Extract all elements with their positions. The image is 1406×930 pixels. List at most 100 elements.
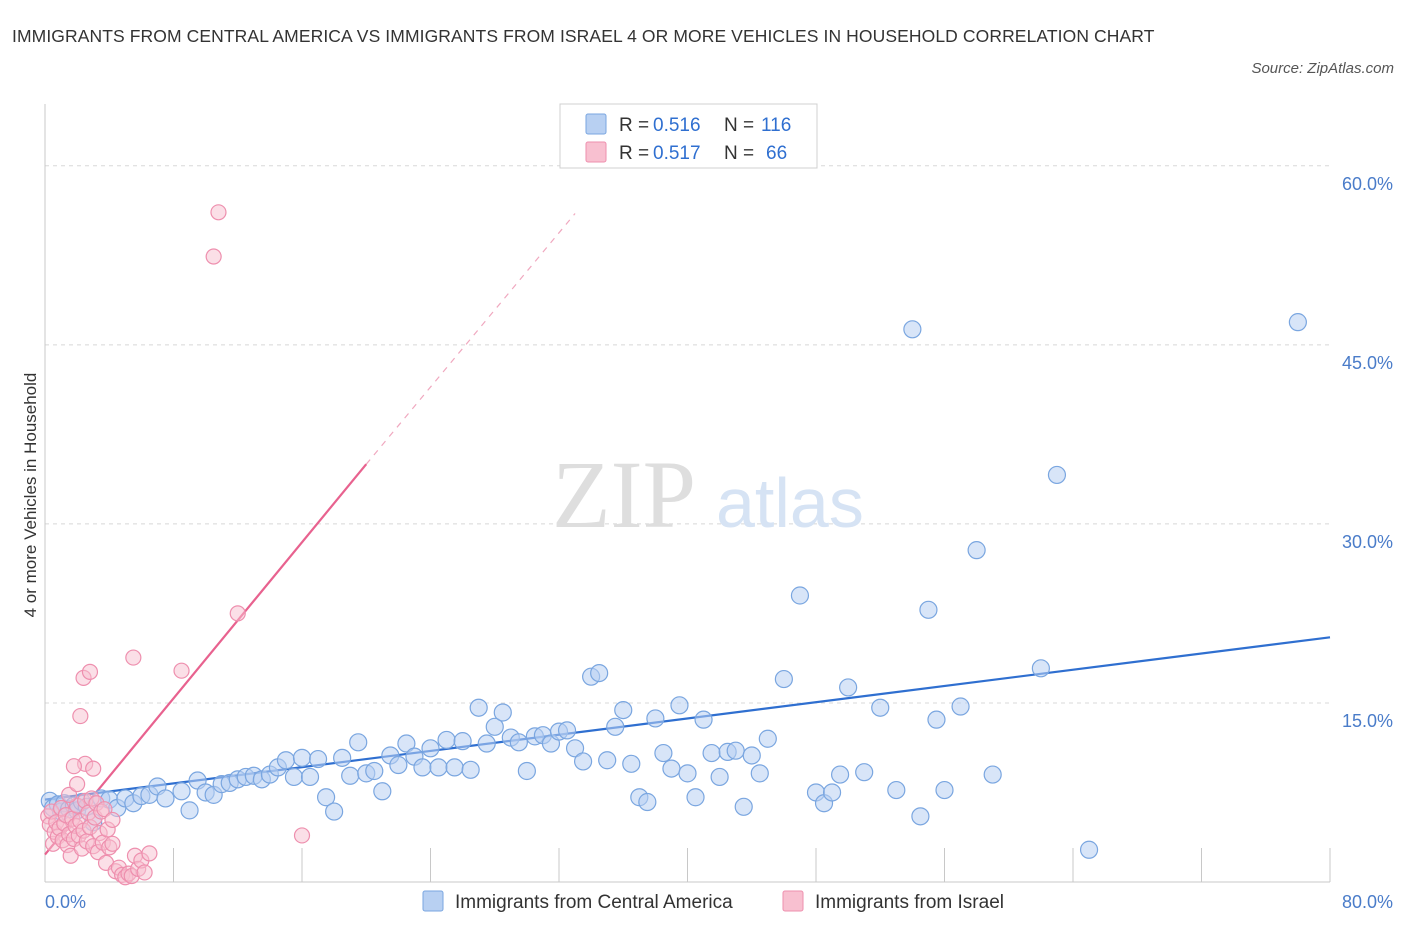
y-tick-label: 30.0%: [1342, 532, 1393, 552]
data-point-central-america: [855, 763, 874, 782]
bottom-legend-label-pink: Immigrants from Israel: [815, 892, 1004, 913]
legend-n-label-pink: N =: [724, 143, 754, 164]
data-point-central-america: [445, 758, 464, 777]
data-point-central-america: [702, 743, 721, 763]
y-tick-label: 45.0%: [1342, 353, 1393, 373]
data-point-central-america: [325, 802, 344, 821]
data-point-central-america: [557, 721, 577, 740]
data-point-israel: [205, 248, 222, 265]
y-tick-label: 15.0%: [1342, 711, 1393, 731]
watermark: ZIP atlas: [552, 441, 864, 548]
data-point-israel: [96, 801, 113, 818]
data-point-central-america: [935, 780, 954, 800]
data-point-central-america: [437, 730, 456, 750]
data-point-central-america: [156, 789, 175, 808]
data-point-central-america: [606, 717, 625, 736]
data-point-central-america: [758, 729, 777, 748]
data-point-central-america: [1079, 840, 1099, 859]
data-point-central-america: [429, 758, 448, 777]
data-point-central-america: [573, 752, 593, 771]
data-point-central-america: [341, 766, 360, 785]
data-point-central-america: [911, 807, 930, 826]
data-point-central-america: [284, 767, 304, 787]
legend-swatch-blue: [585, 113, 607, 135]
bottom-legend-label-blue: Immigrants from Central America: [455, 892, 733, 913]
x-tick-label-max: 80.0%: [1342, 892, 1393, 912]
data-point-central-america: [726, 741, 745, 760]
data-point-israel: [104, 811, 121, 829]
y-tick-labels: 15.0% 30.0% 45.0% 60.0%: [1342, 174, 1393, 731]
y-axis-label: 4 or more Vehicles in Household: [21, 373, 40, 618]
data-point-central-america: [734, 797, 753, 816]
data-point-central-america: [622, 754, 641, 773]
data-point-central-america: [461, 760, 480, 779]
source-label: Source: ZipAtlas.com: [1251, 60, 1394, 77]
bottom-legend-swatch-pink: [782, 890, 804, 912]
data-point-central-america: [678, 764, 697, 783]
data-point-central-america: [469, 698, 488, 717]
legend-r-label-pink: R =: [619, 143, 649, 164]
data-point-israel: [229, 605, 246, 622]
data-point-central-america: [517, 761, 536, 781]
data-point-central-america: [1288, 313, 1307, 332]
data-point-israel: [136, 864, 153, 881]
data-point-central-america: [686, 788, 705, 807]
data-point-central-america: [333, 748, 352, 767]
data-point-central-america: [927, 710, 946, 729]
data-point-central-america: [790, 586, 810, 605]
data-point-central-america: [421, 739, 440, 758]
data-point-israel: [72, 707, 89, 725]
bottom-legend-swatch-blue: [422, 890, 444, 912]
x-tick-labels: 0.0% 80.0%: [45, 892, 1393, 912]
watermark-atlas: atlas: [716, 464, 864, 542]
data-point-central-america: [316, 788, 336, 807]
data-point-central-america: [172, 782, 191, 801]
data-point-central-america: [397, 734, 416, 753]
series-israel-points: [40, 204, 311, 886]
data-point-central-america: [774, 669, 793, 689]
axes: [44, 104, 1331, 883]
data-point-central-america: [662, 759, 681, 778]
data-point-central-america: [646, 709, 665, 728]
data-point-central-america: [670, 696, 689, 715]
data-point-israel: [125, 649, 142, 666]
data-point-central-america: [710, 767, 729, 787]
legend-r-label-blue: R =: [619, 115, 649, 136]
data-point-central-america: [308, 749, 328, 769]
legend-n-label-blue: N =: [724, 115, 754, 136]
data-point-central-america: [694, 710, 713, 729]
legend-r-value-blue: 0.516: [653, 115, 701, 136]
data-point-central-america: [300, 767, 320, 787]
data-point-israel: [81, 663, 99, 681]
data-point-israel: [293, 827, 311, 844]
data-point-israel: [210, 204, 227, 221]
watermark-zip: ZIP: [552, 441, 696, 548]
trend-line-israel: [44, 463, 368, 856]
grid-lines: [45, 165, 1330, 704]
data-point-central-america: [477, 734, 496, 753]
data-point-central-america: [493, 703, 512, 722]
data-point-central-america: [485, 717, 504, 736]
legend-swatch-pink: [585, 141, 607, 163]
data-point-israel: [65, 758, 83, 775]
data-point-central-america: [365, 761, 384, 781]
data-point-central-america: [590, 663, 609, 683]
data-point-central-america: [180, 801, 199, 820]
data-point-central-america: [349, 733, 368, 752]
stats-legend: R = 0.516 N = 116 R = 0.517 N = 66: [559, 103, 818, 169]
data-point-central-america: [830, 765, 850, 784]
data-point-central-america: [871, 698, 890, 717]
data-point-israel: [104, 835, 121, 852]
data-point-central-america: [389, 755, 408, 775]
chart-title: IMMIGRANTS FROM CENTRAL AMERICA VS IMMIG…: [12, 26, 1155, 46]
data-point-central-america: [373, 782, 392, 801]
data-point-israel: [173, 662, 190, 679]
data-point-central-america: [453, 732, 472, 751]
data-point-central-america: [742, 746, 761, 765]
data-point-central-america: [903, 320, 922, 339]
legend-n-value-blue: 116: [761, 115, 791, 136]
x-tick-label-min: 0.0%: [45, 892, 86, 912]
data-point-israel: [69, 776, 86, 793]
data-point-central-america: [839, 678, 858, 697]
